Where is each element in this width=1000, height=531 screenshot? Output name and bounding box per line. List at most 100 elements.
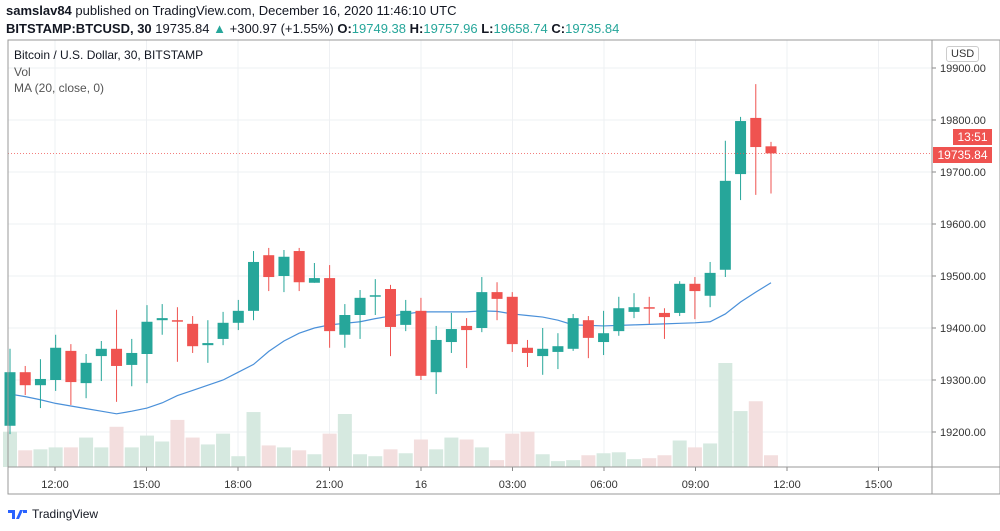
x-tick-label: 15:00 xyxy=(133,479,161,491)
candle-body xyxy=(65,350,77,383)
volume-bar xyxy=(94,447,109,467)
open-value: 19749.38 xyxy=(351,21,407,36)
candle-body xyxy=(354,297,366,315)
tradingview-logo[interactable]: TradingView xyxy=(8,507,98,521)
x-tick-label: 03:00 xyxy=(499,479,527,491)
candle-body xyxy=(232,310,244,323)
candle-body xyxy=(34,378,46,386)
volume-bar xyxy=(79,437,94,467)
volume-bar xyxy=(139,435,154,467)
low-label: L: xyxy=(481,21,494,36)
candle-body xyxy=(476,292,488,328)
candle-body xyxy=(187,323,199,347)
volume-bar xyxy=(155,441,170,467)
candle-body xyxy=(674,283,686,313)
last-price: 19735.84 xyxy=(155,21,210,36)
candle-body xyxy=(750,117,762,148)
candle-body xyxy=(369,295,381,297)
y-tick-label: 19900.00 xyxy=(940,63,986,75)
candle-body xyxy=(506,296,518,345)
volume-bar xyxy=(48,447,63,467)
y-tick-label: 19500.00 xyxy=(940,271,986,283)
x-tick-label: 06:00 xyxy=(590,479,618,491)
volume-bar xyxy=(535,454,550,467)
volume-bar xyxy=(748,401,763,467)
y-tick-label: 19700.00 xyxy=(940,167,986,179)
volume-bar xyxy=(444,437,459,467)
volume-bar xyxy=(322,433,337,467)
volume-bar xyxy=(383,449,398,467)
candle-body xyxy=(719,180,731,270)
legend-title: Bitcoin / U.S. Dollar, 30, BITSTAMP xyxy=(14,48,204,62)
volume-bar xyxy=(642,458,657,467)
symbol: BITSTAMP:BTCUSD, 30 xyxy=(6,21,152,36)
volume-bar xyxy=(429,449,444,467)
bar-countdown: 13:51 xyxy=(953,129,992,145)
candle-body xyxy=(263,255,275,278)
candle-body xyxy=(95,348,107,357)
candle-body xyxy=(537,348,549,357)
candle-body xyxy=(415,310,427,376)
candle-body xyxy=(126,352,138,365)
x-tick-label: 09:00 xyxy=(682,479,710,491)
volume-bar xyxy=(276,447,291,467)
volume-bar xyxy=(657,455,672,467)
candle-body xyxy=(643,307,655,309)
volume-bar xyxy=(627,459,642,467)
candle-body xyxy=(19,372,31,386)
current-price-label: 19735.84 xyxy=(933,147,992,163)
volume-bar xyxy=(611,452,626,467)
high-value: 19757.96 xyxy=(423,21,478,36)
candle-body xyxy=(613,308,625,332)
volume-bar xyxy=(200,444,215,467)
volume-bar xyxy=(718,363,733,467)
candle-body xyxy=(50,347,62,380)
volume-bar xyxy=(170,419,185,467)
currency-button[interactable]: USD xyxy=(946,46,980,62)
volume-bar xyxy=(581,455,596,467)
candle-body xyxy=(156,318,168,321)
volume-bar xyxy=(33,449,48,467)
candle-body xyxy=(491,292,503,299)
volume-bar xyxy=(261,445,276,467)
close-value: 19735.84 xyxy=(565,21,620,36)
volume-bar xyxy=(490,460,505,467)
x-tick-label: 12:00 xyxy=(773,479,801,491)
candle-body xyxy=(217,322,229,339)
candle-body xyxy=(430,339,442,373)
candle-body xyxy=(308,278,320,283)
publish-line: samslav84 published on TradingView.com, … xyxy=(6,3,457,18)
candle-body xyxy=(765,146,777,154)
candle-body xyxy=(567,318,579,349)
x-tick-label: 18:00 xyxy=(224,479,252,491)
volume-bar xyxy=(459,439,474,467)
volume-bar xyxy=(703,443,718,467)
candle-body xyxy=(582,320,594,338)
price-change: +300.97 (+1.55%) xyxy=(229,21,334,36)
volume-bar xyxy=(307,454,322,467)
candle-body xyxy=(248,261,260,311)
candle-body xyxy=(171,320,183,322)
volume-bar xyxy=(185,437,200,467)
candle-body xyxy=(461,325,473,331)
volume-bar xyxy=(672,440,687,467)
candle-body xyxy=(80,362,92,384)
volume-bar xyxy=(413,439,428,467)
volume-bar xyxy=(505,433,520,467)
logo-text: TradingView xyxy=(32,507,99,521)
y-tick-label: 19300.00 xyxy=(940,375,986,387)
candle-body xyxy=(339,315,351,335)
y-tick-label: 19800.00 xyxy=(940,115,986,127)
volume-bar xyxy=(124,447,139,467)
candle-body xyxy=(704,272,716,296)
volume-bar xyxy=(292,450,307,467)
up-triangle-icon: ▲ xyxy=(213,21,227,36)
candle-body xyxy=(4,372,16,426)
candle-body xyxy=(445,329,457,343)
volume-bar xyxy=(520,431,535,467)
volume-bar xyxy=(474,447,489,467)
candle-body xyxy=(689,283,701,292)
author[interactable]: samslav84 xyxy=(6,3,72,18)
